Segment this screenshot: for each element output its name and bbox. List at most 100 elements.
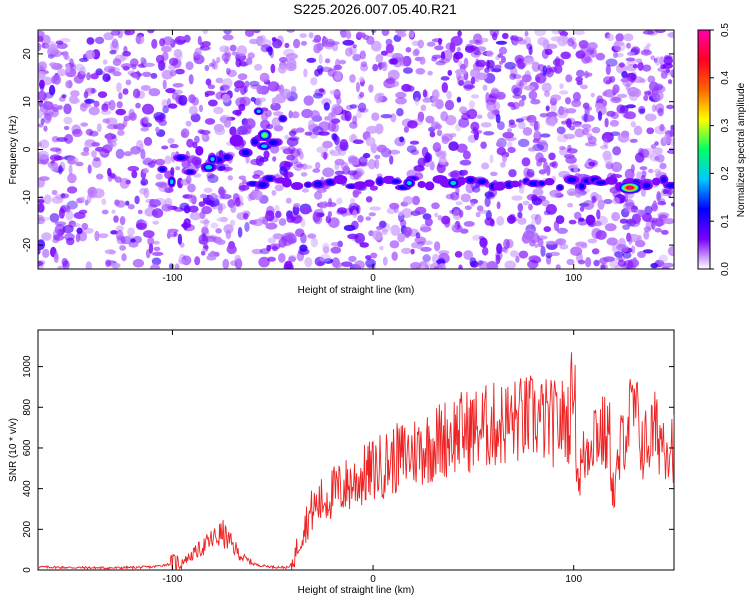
heatmap-cell (140, 127, 149, 132)
heatmap-cell (180, 128, 190, 139)
heatmap-cell (460, 193, 471, 203)
heatmap-cell (148, 243, 154, 254)
heatmap-cell (370, 252, 378, 259)
heatmap-cell (168, 57, 179, 66)
heatmap-cell (434, 45, 444, 51)
heatmap-cell (155, 158, 166, 166)
heatmap-cell (476, 114, 483, 119)
heatmap-cell (303, 95, 314, 106)
heatmap-cell (247, 52, 255, 59)
heatmap-cell (416, 244, 423, 250)
heatmap-cell (543, 226, 552, 233)
heatmap-cell (605, 176, 618, 185)
heatmap-cell (116, 101, 123, 109)
heatmap-cell (189, 212, 202, 221)
heatmap-cell (551, 160, 558, 169)
heatmap-cell (566, 258, 575, 266)
heatmap-cell (323, 258, 334, 264)
heatmap-cell (450, 180, 457, 186)
heatmap-cell (71, 223, 81, 228)
heatmap-cell (353, 139, 364, 144)
heatmap-cell (663, 218, 674, 225)
heatmap-cell (313, 43, 322, 54)
heatmap-cell (625, 104, 636, 109)
heatmap-cell (369, 185, 378, 191)
heatmap-cell (397, 232, 406, 243)
heatmap-cell (485, 92, 490, 103)
heatmap-cell (79, 57, 89, 63)
heatmap-cell (271, 97, 276, 106)
heatmap-cell (545, 240, 557, 245)
heatmap-cell (412, 90, 421, 102)
heatmap-cell (379, 245, 384, 251)
heatmap-cell (38, 217, 46, 225)
heatmap-cell (605, 58, 618, 67)
heatmap-cell (179, 36, 187, 41)
heatmap-cell (65, 80, 73, 89)
heatmap-cell (427, 70, 433, 76)
heatmap-cell (480, 141, 487, 149)
heatmap-cell (508, 169, 517, 178)
heatmap-cell (647, 75, 656, 83)
heatmap-cell (555, 264, 561, 269)
heatmap-cell (495, 40, 508, 45)
heatmap-cell (360, 63, 369, 72)
heatmap-cell (453, 51, 464, 60)
heatmap-cell (396, 108, 404, 117)
heatmap-cell (495, 91, 506, 100)
heatmap-cell (190, 113, 201, 123)
heatmap-cell (86, 37, 95, 45)
heatmap-cell (38, 35, 44, 42)
heatmap-cell (347, 170, 358, 176)
heatmap-cell (323, 102, 330, 111)
heatmap-cell (420, 246, 432, 252)
heatmap-cell (310, 110, 321, 121)
heatmap-cell (256, 84, 263, 95)
heatmap-cell (265, 222, 278, 230)
heatmap-cell (201, 232, 206, 242)
heatmap-cell (260, 44, 272, 53)
heatmap-cell (385, 43, 394, 54)
heatmap-cell (655, 103, 665, 113)
heatmap-cell (114, 176, 122, 183)
heatmap-cell (412, 49, 420, 57)
heatmap-cell (284, 232, 296, 241)
heatmap-cell (269, 243, 281, 250)
heatmap-cell (531, 197, 543, 206)
heatmap-cell (458, 80, 464, 86)
heatmap-cell (658, 254, 668, 263)
heatmap-cell (205, 165, 213, 170)
heatmap-cell (585, 214, 596, 226)
heatmap-cell (519, 79, 524, 91)
heatmap-cell (604, 117, 609, 128)
colorbar-tick-label: 0.4 (720, 70, 731, 84)
heatmap-cell (111, 38, 119, 49)
heatmap-cell (526, 43, 533, 50)
heatmap-cell (170, 179, 174, 185)
heatmap-cell (642, 30, 655, 35)
heatmap-cell (414, 97, 420, 106)
heatmap-cell (38, 199, 45, 204)
heatmap-cell (54, 221, 67, 226)
heatmap-cell (316, 65, 324, 74)
heatmap-cell (105, 117, 118, 126)
heatmap-cell (244, 30, 255, 37)
heatmap-cell (595, 230, 607, 240)
heatmap-cell (476, 72, 488, 81)
heatmap-cell (293, 202, 301, 208)
heatmap-cell (209, 193, 218, 201)
heatmap-cell (566, 148, 578, 154)
heatmap-cell (555, 215, 565, 225)
heatmap-cell (107, 140, 114, 152)
heatmap-cell (440, 76, 450, 81)
heatmap-cell (458, 117, 470, 128)
heatmap-cell (110, 230, 118, 235)
heatmap-cell (642, 249, 654, 254)
heatmap-cell (556, 239, 564, 246)
heatmap-cell (526, 168, 535, 178)
heatmap-cell (628, 218, 641, 228)
heatmap-cell (486, 50, 494, 58)
heatmap-cell (117, 129, 125, 136)
heatmap-cell (147, 203, 158, 209)
